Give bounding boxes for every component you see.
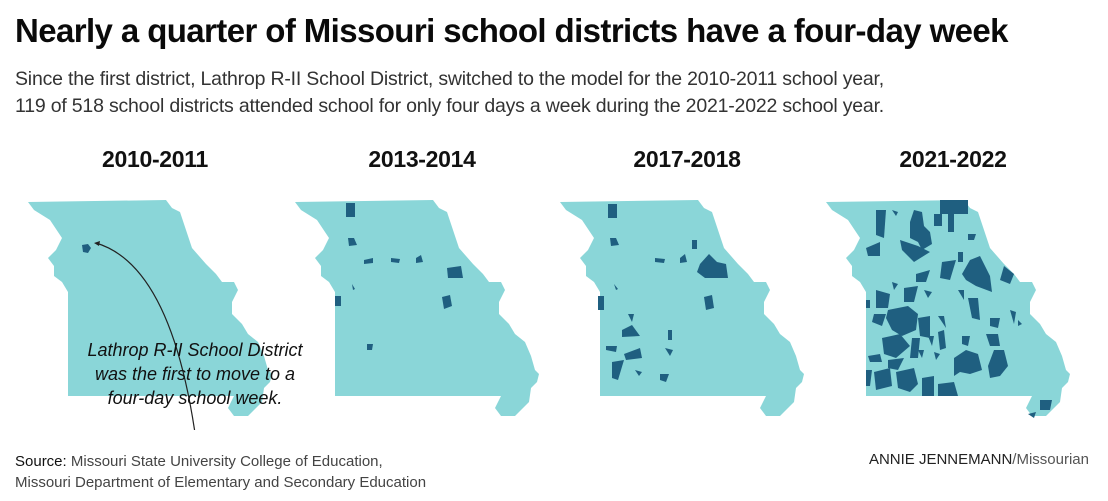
credit-name: ANNIE JENNEMANN <box>868 451 1013 468</box>
map-panel-2017-2018: 2017-2018 <box>552 140 822 430</box>
map-panel-2021-2022: 2021-2022 <box>818 140 1088 430</box>
source-note: Source: Missouri State University Colleg… <box>15 451 426 493</box>
subtitle-line-2: 119 of 518 school districts attended sch… <box>15 95 885 117</box>
chart-subtitle: Since the first district, Lathrop R-II S… <box>15 66 884 120</box>
annotation-line-2: was the first to move to a <box>94 364 296 384</box>
source-label: Source: <box>15 453 67 470</box>
lathrop-district <box>82 244 91 253</box>
map-year-label: 2010-2011 <box>101 146 209 172</box>
credit-line: ANNIE JENNEMANN/Missourian <box>869 451 1089 468</box>
source-line-1: Missouri State University College of Edu… <box>66 453 383 470</box>
map-year-label: 2013-2014 <box>368 146 476 172</box>
chart-title: Nearly a quarter of Missouri school dist… <box>15 12 1009 49</box>
credit-org: /Missourian <box>1012 451 1089 468</box>
missouri-map-2013-2014 <box>295 200 539 416</box>
lathrop-annotation: Lathrop R-II School District was the fir… <box>60 338 330 410</box>
missouri-map-2017-2018 <box>560 200 804 416</box>
subtitle-line-1: Since the first district, Lathrop R-II S… <box>15 68 884 90</box>
annotation-line-1: Lathrop R-II School District <box>87 340 303 360</box>
map-panel-2013-2014: 2013-2014 <box>287 140 557 430</box>
source-line-2: Missouri Department of Elementary and Se… <box>15 474 427 491</box>
map-year-label: 2021-2022 <box>899 146 1007 172</box>
missouri-map-2010-2011 <box>28 200 272 430</box>
annotation-line-3: four-day school week. <box>107 388 283 408</box>
map-panel-2010-2011: 2010-2011 <box>20 140 290 430</box>
map-year-label: 2017-2018 <box>633 146 741 172</box>
missouri-map-2021-2022 <box>826 200 1070 418</box>
